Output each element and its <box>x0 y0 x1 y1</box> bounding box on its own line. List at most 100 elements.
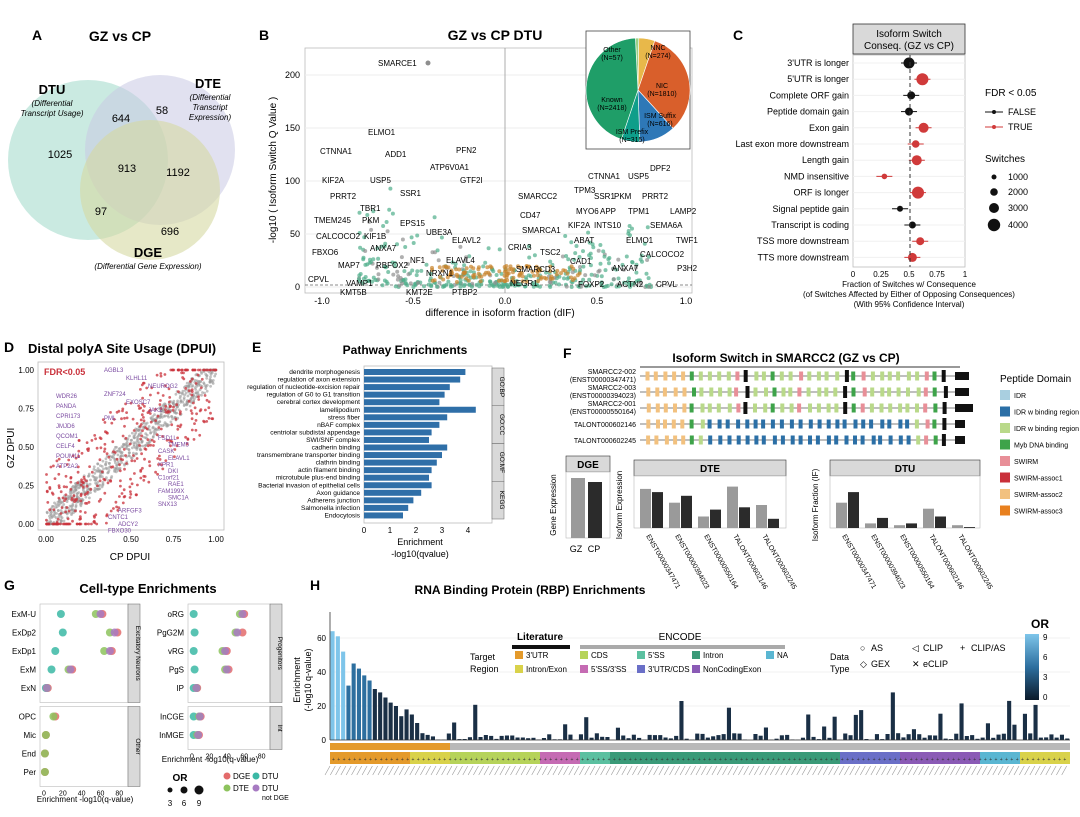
volcano-gene-label: NEGR1 <box>510 279 538 288</box>
dpui-point-sig <box>101 470 104 474</box>
panel-letter-b: B <box>259 27 269 43</box>
svg-text:+: + <box>820 757 823 763</box>
volcano-point <box>449 268 454 273</box>
pathway-bar <box>364 444 448 451</box>
volcano-point <box>647 284 652 289</box>
domain-label: IDR w binding region (x4) <box>1014 426 1080 433</box>
rbp-bar <box>832 716 837 740</box>
volcano-point <box>611 277 616 282</box>
volcano-point <box>422 284 426 289</box>
dpui-point-sig <box>141 429 144 432</box>
dpui-point-sig <box>45 518 48 522</box>
volcano-gene-label: P3H2 <box>677 264 698 273</box>
volcano-point <box>439 235 444 240</box>
dpui-point <box>163 402 167 406</box>
isoform-exon <box>798 419 803 429</box>
volcano-gene-label: FBXO6 <box>312 248 339 257</box>
dpui-point <box>70 511 74 515</box>
dpui-point-sig <box>138 407 141 410</box>
dpui-point-sig <box>77 449 81 453</box>
smarcc2-title: Isoform Switch in SMARCC2 (GZ vs CP) <box>672 351 899 365</box>
conseq-header-2: Conseq. (GZ vs CP) <box>864 41 954 52</box>
celltype-label: ExDp2 <box>12 629 37 638</box>
dpui-point-sig <box>142 478 146 482</box>
volcano-point <box>363 262 368 267</box>
dpui-point-sig <box>167 400 171 404</box>
svg-text:+: + <box>618 757 621 763</box>
volcano-point <box>597 268 602 273</box>
volcano-point <box>512 283 517 288</box>
dpui-point <box>179 399 183 403</box>
rbp-bar <box>335 636 340 740</box>
rbp-bar <box>948 739 953 740</box>
isoform-exon <box>662 387 667 397</box>
celltype-dot <box>238 610 247 618</box>
isoform-exon <box>655 387 660 397</box>
isoform-exon <box>941 434 946 446</box>
dpui-point-sig <box>141 402 145 406</box>
svg-text:+: + <box>714 757 717 763</box>
volcano-point <box>645 225 650 230</box>
isoform-exon <box>772 435 777 445</box>
celltype-label: ExM <box>20 666 36 675</box>
dpui-point-sig <box>161 467 165 471</box>
volcano-gene-label: USP5 <box>628 172 649 181</box>
volcano-point <box>591 245 596 250</box>
dpui-point-sig <box>71 454 75 458</box>
isoform-exon <box>942 402 947 414</box>
isoform-exon <box>763 403 768 413</box>
dpui-point <box>99 464 102 467</box>
dpui-point-sig <box>125 416 129 420</box>
dpui-point-sig <box>207 400 211 404</box>
svg-text:50: 50 <box>290 229 300 239</box>
svg-text:+: + <box>857 757 860 763</box>
celltype-dot <box>105 647 114 655</box>
volcano-point <box>538 284 542 289</box>
dpui-point-sig <box>164 408 167 411</box>
isoform-exon <box>743 370 748 382</box>
svg-text:+: + <box>724 757 727 763</box>
celltype-x-tick: 20 <box>59 791 67 798</box>
rbp-bar <box>943 738 948 740</box>
volcano-point <box>426 282 431 287</box>
volcano-gene-label: TSC2 <box>540 248 561 257</box>
volcano-gene-label: EPS15 <box>400 219 425 228</box>
dpui-point-sig <box>79 499 83 503</box>
svg-text:+: + <box>798 757 801 763</box>
pathway-bar <box>364 452 442 459</box>
dpui-point <box>92 467 96 471</box>
dpui-point-sig <box>118 463 121 467</box>
volcano-point <box>446 279 451 284</box>
dpui-point-sig <box>52 508 56 511</box>
dpui-point-sig <box>131 417 135 421</box>
volcano-gene-label: KIF1B <box>364 232 386 241</box>
svg-text:+: + <box>1021 757 1024 763</box>
rbp-title: RNA Binding Protein (RBP) Enrichments <box>415 583 646 597</box>
rbp-bar <box>378 692 383 740</box>
dpui-gene-label: JAK2 <box>148 408 163 414</box>
volcano-point <box>371 209 376 214</box>
rbp-bar <box>991 737 996 740</box>
volcano-point <box>639 253 644 258</box>
dpui-point-sig <box>141 396 145 400</box>
dpui-point-sig <box>112 450 115 454</box>
svg-text:+: + <box>767 757 770 763</box>
svg-text:+: + <box>528 757 531 763</box>
dpui-point-sig <box>105 431 108 434</box>
volcano-gene-label: SMARCA1 <box>522 226 561 235</box>
conseq-x-tick: 0 <box>851 270 856 279</box>
isoform-exon <box>880 371 885 381</box>
volcano-point <box>530 269 535 274</box>
svg-text:+: + <box>650 757 653 763</box>
volcano-gene-label: CRIA3 <box>508 243 532 252</box>
dpui-point-sig <box>205 420 209 423</box>
isoform-exon <box>646 435 651 445</box>
dpui-point-sig <box>64 510 67 514</box>
svg-text:+: + <box>703 757 706 763</box>
volcano-point <box>578 268 583 273</box>
dpui-gene-label: ZNF724 <box>104 392 126 398</box>
dpui-point-sig <box>149 443 153 447</box>
volcano-point <box>564 284 569 289</box>
isoform-exon <box>799 371 804 381</box>
domain-label: IDR <box>1014 393 1026 400</box>
